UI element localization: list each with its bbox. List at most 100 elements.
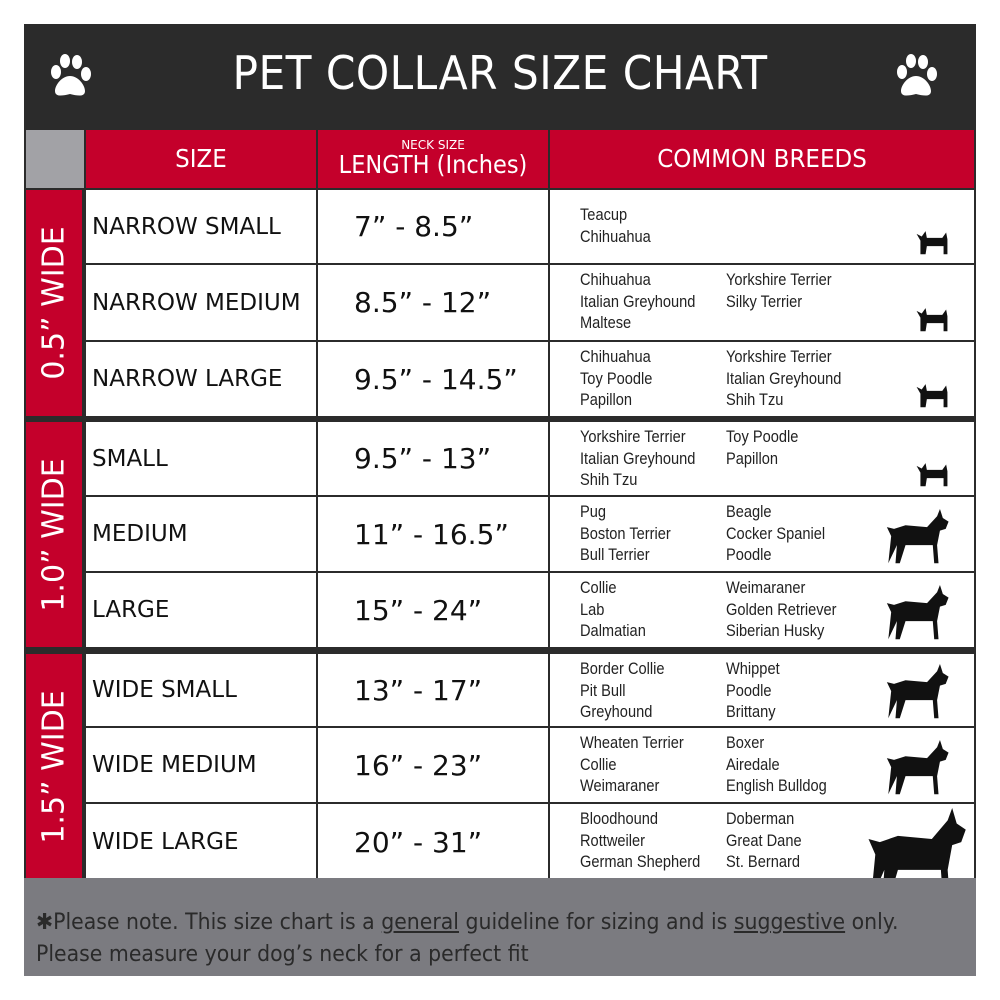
breed-name: Doberman [726, 809, 795, 828]
breed-name: Bull Terrier [580, 545, 650, 564]
pomeranian-silhouette-icon [916, 384, 948, 408]
breed-name: Teacup [580, 205, 628, 224]
table-cell-size: WIDE LARGE [86, 804, 316, 880]
breed-list-right: Yorkshire Terrier Italian Greyhound Shih T… [726, 346, 841, 411]
note-line-1: ✱Please note. This size chart is a gener… [36, 910, 898, 935]
table-cell-breeds: Pug Boston Terrier Bull Terrier Beagle Cocke… [550, 497, 974, 571]
size-name: WIDE LARGE [92, 829, 239, 855]
breed-name: Silky Terrier [726, 291, 803, 311]
table-cell-size: MEDIUM [86, 497, 316, 571]
note-text: ✱Please note. This size chart is a [36, 910, 382, 935]
table-cell-length: 9.5” - 13” [318, 422, 548, 495]
breed-name: Wheaten Terrier [580, 733, 684, 752]
breed-name: Italian Greyhound [726, 368, 842, 388]
breed-name: Golden Retriever [726, 599, 837, 619]
length-range: 15” - 24” [354, 593, 483, 627]
breed-name: Weimaraner [726, 578, 806, 597]
breed-list-right: Toy Poodle Papillon [726, 426, 798, 469]
size-name: NARROW SMALL [92, 213, 281, 240]
breed-list-right: Boxer Airedale English Bulldog [726, 732, 827, 797]
note-emphasis-suggestive: suggestive [733, 910, 846, 935]
table-cell-length: 13” - 17” [318, 654, 548, 726]
column-header-size: SIZE [86, 130, 316, 188]
table-cell-size: SMALL [86, 422, 316, 495]
size-name: MEDIUM [92, 521, 188, 547]
breed-name: Papillon [726, 448, 779, 468]
size-name: WIDE SMALL [92, 677, 237, 703]
neck-size-label: NECK SIZE [401, 138, 465, 152]
breed-name: Bloodhound [580, 809, 659, 828]
table-cell-length: 16” - 23” [318, 728, 548, 802]
length-range: 8.5” - 12” [354, 286, 492, 319]
breed-name: Italian Greyhound [580, 291, 696, 311]
breed-name: Toy Poodle [580, 368, 653, 388]
breed-list-right: Beagle Cocker Spaniel Poodle [726, 501, 825, 566]
doberman-silhouette-icon [868, 808, 966, 901]
breed-name: Boston Terrier [580, 523, 671, 543]
width-label: 1.0” WIDE [36, 457, 72, 612]
breed-name: Shih Tzu [580, 470, 638, 489]
footer-note: ✱Please note. This size chart is a gener… [24, 878, 976, 976]
breed-name: Chihuahua [580, 347, 651, 366]
table-cell-breeds: Teacup Chihuahua [550, 190, 974, 263]
table-cell-size: NARROW LARGE [86, 342, 316, 416]
table-cell-breeds: Collie Lab Dalmatian Weimaraner Golden Retri… [550, 573, 974, 647]
size-name: SMALL [92, 445, 168, 472]
shepherd-silhouette-icon [886, 585, 949, 640]
breed-name: English Bulldog [726, 776, 827, 795]
breed-name: Toy Poodle [726, 427, 799, 446]
breed-name: St. Bernard [726, 852, 800, 871]
breed-name: Pug [580, 502, 607, 521]
size-name: NARROW MEDIUM [92, 289, 301, 316]
width-group-label: 0.5” WIDE [26, 190, 82, 416]
width-group-label: 1.0” WIDE [26, 422, 82, 647]
size-chart: PET COLLAR SIZE CHART SIZE NECK SIZE LEN… [24, 24, 976, 976]
breed-name: Weimaraner [580, 776, 660, 795]
breed-list-right: Weimaraner Golden Retriever Siberian Husky [726, 577, 837, 642]
table-cell-length: 9.5” - 14.5” [318, 342, 548, 416]
table-cell-breeds: Border Collie Pit Bull Greyhound Whippet Poo… [550, 654, 974, 726]
pomeranian-silhouette-icon [916, 463, 948, 487]
breed-list-left: Teacup Chihuahua [580, 204, 651, 247]
breed-name: Border Collie [580, 659, 665, 678]
breed-name: Brittany [726, 702, 776, 721]
size-name: NARROW LARGE [92, 366, 283, 392]
note-text: guideline for sizing and is [458, 910, 734, 935]
length-range: 11” - 16.5” [354, 517, 509, 551]
breed-name: Shih Tzu [726, 390, 784, 409]
breed-list-left: Chihuahua Italian Greyhound Maltese [580, 269, 695, 334]
table-cell-length: 20” - 31” [318, 804, 548, 880]
breed-name: Cocker Spaniel [726, 523, 826, 543]
width-label: 1.5” WIDE [36, 690, 72, 844]
paw-icon [51, 54, 91, 96]
breed-name: Greyhound [580, 702, 653, 721]
breed-list-right: Yorkshire Terrier Silky Terrier [726, 269, 832, 312]
breed-list-left: Bloodhound Rottweiler German Shepherd [580, 808, 700, 873]
breed-name: Collie [580, 578, 617, 597]
size-name: WIDE MEDIUM [92, 752, 257, 778]
breed-list-left: Chihuahua Toy Poodle Papillon [580, 346, 652, 411]
breed-list-right: Doberman Great Dane St. Bernard [726, 808, 802, 873]
note-emphasis-general: general [381, 910, 459, 935]
breed-name: Siberian Husky [726, 621, 825, 640]
size-header-label: SIZE [175, 144, 227, 173]
corner-cell [26, 130, 84, 188]
breed-name: Chihuahua [580, 270, 651, 289]
table-cell-size: WIDE MEDIUM [86, 728, 316, 802]
width-group-label: 1.5” WIDE [26, 654, 82, 880]
table-cell-length: 7” - 8.5” [318, 190, 548, 263]
breed-list-left: Border Collie Pit Bull Greyhound [580, 658, 665, 723]
breed-name: Dalmatian [580, 621, 646, 640]
breed-list-right: Whippet Poodle Brittany [726, 658, 780, 723]
breeds-header-label: COMMON BREEDS [657, 144, 867, 173]
note-text: only. [845, 910, 899, 935]
chihuahua-silhouette-icon [916, 308, 948, 332]
breed-name: Collie [580, 754, 617, 774]
breed-name: Chihuahua [580, 226, 651, 246]
table-cell-size: WIDE SMALL [86, 654, 316, 726]
table-cell-breeds: Chihuahua Italian Greyhound Maltese Yorkshi… [550, 265, 974, 340]
breed-name: Yorkshire Terrier [580, 427, 686, 446]
bulldog-silhouette-icon [886, 664, 949, 719]
breed-list-left: Pug Boston Terrier Bull Terrier [580, 501, 671, 566]
breed-name: Rottweiler [580, 830, 646, 850]
